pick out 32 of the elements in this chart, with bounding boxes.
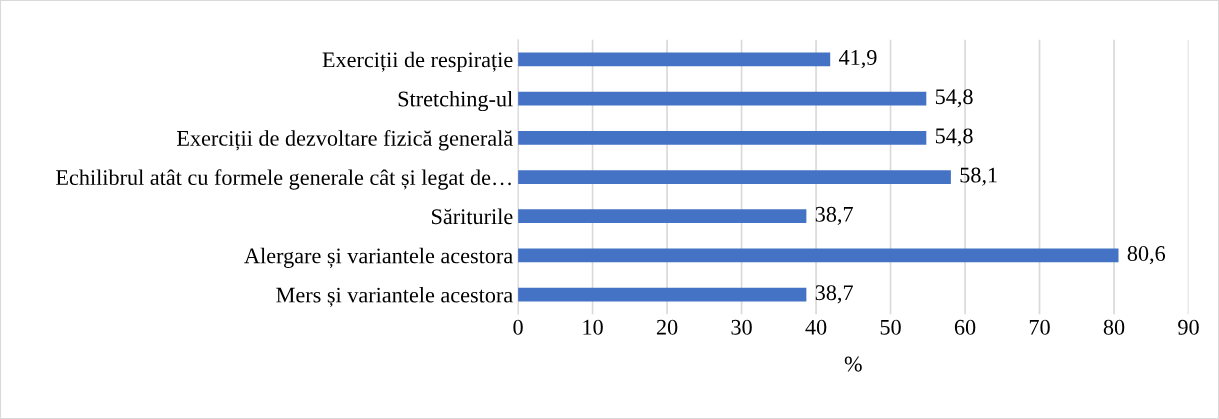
- bar: [518, 130, 927, 145]
- data-label: 38,7: [815, 285, 853, 304]
- bar: [518, 52, 831, 67]
- bar: [518, 248, 1119, 263]
- data-label: 41,9: [838, 50, 877, 69]
- y-tick-label: Mers și variantele acestora: [276, 286, 513, 308]
- x-tick-label: 60: [954, 319, 976, 335]
- x-tick-label: 10: [583, 319, 603, 335]
- data-label: 38,7: [815, 206, 853, 225]
- x-tick-label: 50: [880, 319, 901, 335]
- data-label: 80,6: [1127, 246, 1166, 265]
- x-tick-label: 80: [1103, 319, 1125, 335]
- x-tick-label: 0: [513, 319, 523, 335]
- bar: [518, 287, 807, 302]
- x-tick-label: 20: [656, 319, 678, 335]
- y-tick-label: Exerciții de dezvoltare fizică generală: [177, 130, 513, 151]
- bar: [518, 170, 951, 184]
- data-label: 54,8: [935, 128, 973, 147]
- x-tick-label: 70: [1029, 319, 1050, 335]
- data-label: 58,1: [960, 167, 997, 186]
- y-tick-label: Alergare și variantele acestora: [244, 247, 513, 268]
- bar: [518, 209, 807, 224]
- y-tick-label: Stretching-ul: [398, 90, 513, 112]
- bar: [518, 91, 927, 106]
- y-tick-label: Săriturile: [432, 208, 513, 225]
- y-tick-label: Exerciții de respirație: [322, 51, 513, 72]
- x-tick-label: 90: [1178, 319, 1199, 335]
- y-tick-label: Echilibrul atât cu formele generale cât și legat de…: [56, 169, 511, 190]
- x-axis-title: %: [844, 356, 862, 372]
- x-tick-label: 30: [731, 319, 752, 335]
- x-tick-label: 40: [805, 319, 827, 335]
- data-label: 54,8: [935, 89, 973, 108]
